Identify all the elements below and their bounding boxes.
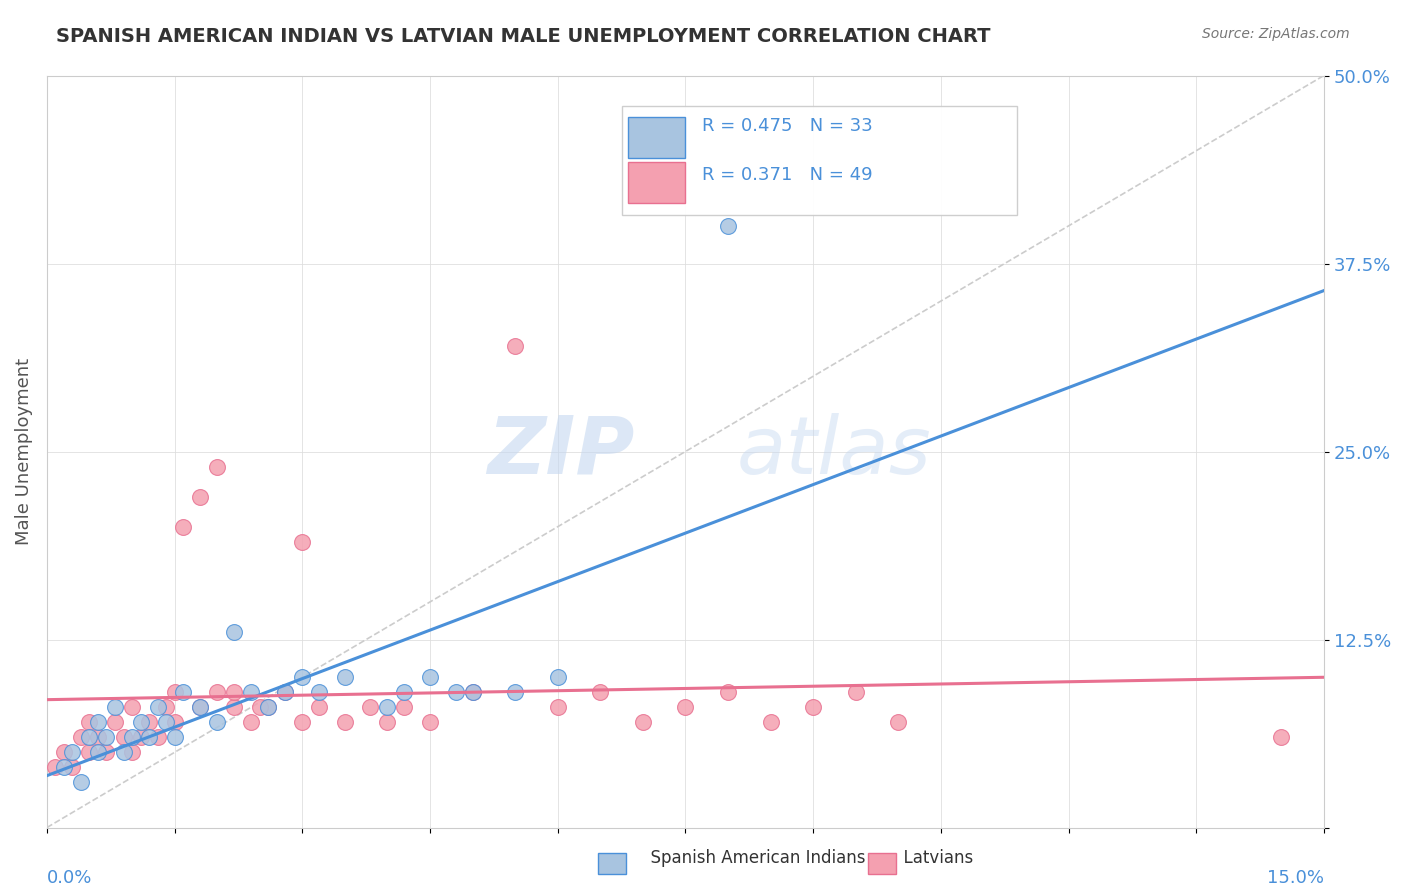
Point bbox=[333, 670, 356, 684]
Point bbox=[887, 715, 910, 730]
Point bbox=[547, 700, 569, 714]
Point bbox=[1270, 731, 1292, 745]
Y-axis label: Male Unemployment: Male Unemployment bbox=[15, 358, 32, 545]
Point bbox=[308, 700, 330, 714]
Point bbox=[52, 760, 75, 774]
Point bbox=[274, 685, 297, 699]
Point bbox=[461, 685, 484, 699]
Point bbox=[70, 775, 93, 789]
Point bbox=[224, 625, 246, 640]
Point bbox=[188, 700, 211, 714]
Point bbox=[503, 685, 526, 699]
Point bbox=[394, 685, 416, 699]
Point bbox=[377, 700, 399, 714]
Point bbox=[62, 760, 84, 774]
Point bbox=[129, 731, 152, 745]
Point bbox=[801, 700, 824, 714]
Point bbox=[172, 520, 194, 534]
Point bbox=[163, 731, 186, 745]
Point bbox=[62, 745, 84, 759]
Point bbox=[163, 715, 186, 730]
Point bbox=[87, 731, 110, 745]
Point bbox=[188, 700, 211, 714]
Point bbox=[79, 745, 101, 759]
Point bbox=[87, 745, 110, 759]
Point bbox=[759, 715, 782, 730]
Point bbox=[205, 685, 228, 699]
FancyBboxPatch shape bbox=[621, 105, 1018, 215]
Point bbox=[359, 700, 381, 714]
Point bbox=[146, 731, 169, 745]
Point bbox=[224, 685, 246, 699]
Point bbox=[673, 700, 696, 714]
Point bbox=[172, 685, 194, 699]
Point bbox=[87, 715, 110, 730]
Point bbox=[138, 715, 160, 730]
Text: SPANISH AMERICAN INDIAN VS LATVIAN MALE UNEMPLOYMENT CORRELATION CHART: SPANISH AMERICAN INDIAN VS LATVIAN MALE … bbox=[56, 27, 991, 45]
Point bbox=[121, 745, 143, 759]
Point bbox=[138, 731, 160, 745]
Text: atlas: atlas bbox=[737, 412, 931, 491]
FancyBboxPatch shape bbox=[628, 162, 685, 203]
Point bbox=[112, 731, 135, 745]
Point bbox=[249, 700, 271, 714]
Point bbox=[308, 685, 330, 699]
Point bbox=[274, 685, 297, 699]
Point bbox=[291, 670, 314, 684]
Point bbox=[444, 685, 467, 699]
Point bbox=[104, 700, 127, 714]
Point bbox=[845, 685, 868, 699]
Text: 15.0%: 15.0% bbox=[1267, 869, 1324, 888]
Point bbox=[240, 685, 263, 699]
Text: Source: ZipAtlas.com: Source: ZipAtlas.com bbox=[1202, 27, 1350, 41]
Point bbox=[205, 459, 228, 474]
Point bbox=[146, 700, 169, 714]
Point bbox=[79, 731, 101, 745]
Point bbox=[79, 715, 101, 730]
Text: Spanish American Indians: Spanish American Indians bbox=[640, 849, 865, 867]
Point bbox=[104, 715, 127, 730]
FancyBboxPatch shape bbox=[628, 117, 685, 158]
Text: R = 0.371   N = 49: R = 0.371 N = 49 bbox=[702, 166, 873, 184]
Point bbox=[547, 670, 569, 684]
Point bbox=[257, 700, 280, 714]
Point bbox=[129, 715, 152, 730]
Point bbox=[70, 731, 93, 745]
Point bbox=[121, 731, 143, 745]
Point bbox=[503, 339, 526, 353]
Point bbox=[205, 715, 228, 730]
Point bbox=[419, 670, 441, 684]
Point bbox=[717, 219, 740, 233]
Point bbox=[112, 745, 135, 759]
Text: R = 0.475   N = 33: R = 0.475 N = 33 bbox=[702, 117, 873, 135]
Point bbox=[163, 685, 186, 699]
Text: ZIP: ZIP bbox=[486, 412, 634, 491]
Point bbox=[291, 534, 314, 549]
Point bbox=[188, 490, 211, 504]
Point bbox=[291, 715, 314, 730]
Point bbox=[96, 745, 118, 759]
Point bbox=[96, 731, 118, 745]
Point bbox=[589, 685, 612, 699]
Point bbox=[155, 715, 177, 730]
Point bbox=[419, 715, 441, 730]
Point bbox=[240, 715, 263, 730]
Point bbox=[155, 700, 177, 714]
Point bbox=[377, 715, 399, 730]
Text: 0.0%: 0.0% bbox=[46, 869, 93, 888]
Point bbox=[52, 745, 75, 759]
Point bbox=[44, 760, 66, 774]
Point bbox=[257, 700, 280, 714]
Point bbox=[461, 685, 484, 699]
Point bbox=[717, 685, 740, 699]
Point bbox=[224, 700, 246, 714]
Text: Latvians: Latvians bbox=[893, 849, 973, 867]
Point bbox=[121, 700, 143, 714]
Point bbox=[631, 715, 654, 730]
Point bbox=[333, 715, 356, 730]
Point bbox=[394, 700, 416, 714]
